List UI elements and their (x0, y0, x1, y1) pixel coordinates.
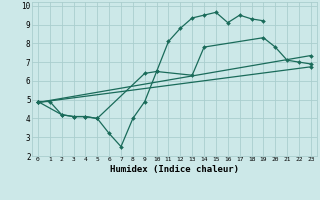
X-axis label: Humidex (Indice chaleur): Humidex (Indice chaleur) (110, 165, 239, 174)
